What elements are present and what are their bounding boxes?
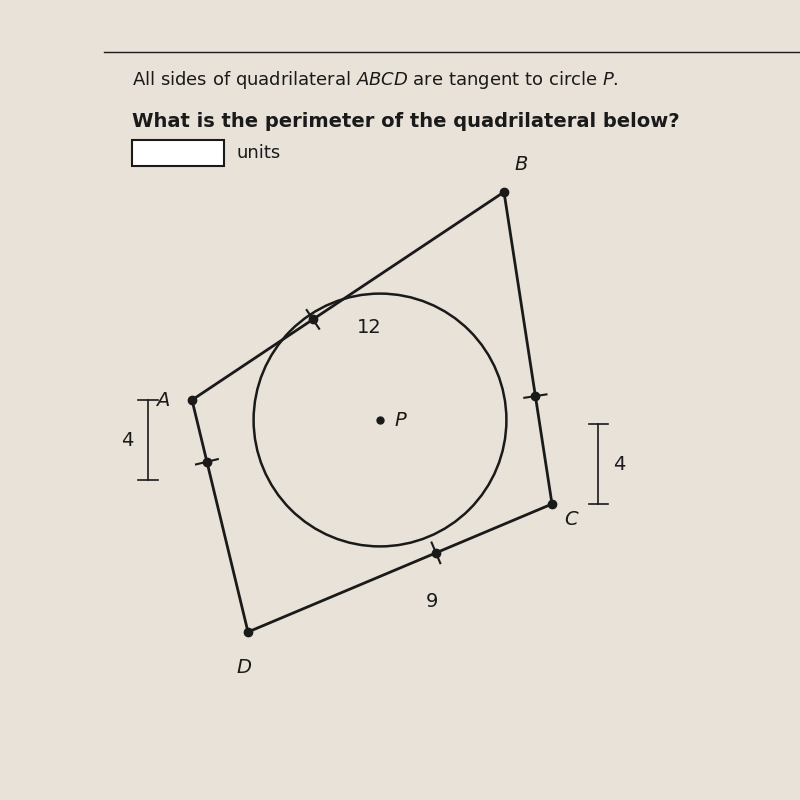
Text: 12: 12: [357, 318, 382, 337]
Text: $D$: $D$: [236, 658, 252, 677]
Text: $A$: $A$: [154, 390, 170, 410]
Text: 9: 9: [426, 592, 438, 611]
Text: What is the perimeter of the quadrilateral below?: What is the perimeter of the quadrilater…: [132, 112, 680, 131]
Text: 4: 4: [122, 430, 134, 450]
FancyBboxPatch shape: [132, 140, 224, 166]
Text: All sides of quadrilateral $ABCD$ are tangent to circle $P$.: All sides of quadrilateral $ABCD$ are ta…: [132, 69, 618, 91]
Text: $B$: $B$: [514, 155, 528, 174]
Text: $C$: $C$: [564, 510, 579, 530]
Text: 4: 4: [613, 454, 625, 474]
Text: units: units: [236, 144, 280, 162]
Text: $P$: $P$: [394, 410, 408, 430]
